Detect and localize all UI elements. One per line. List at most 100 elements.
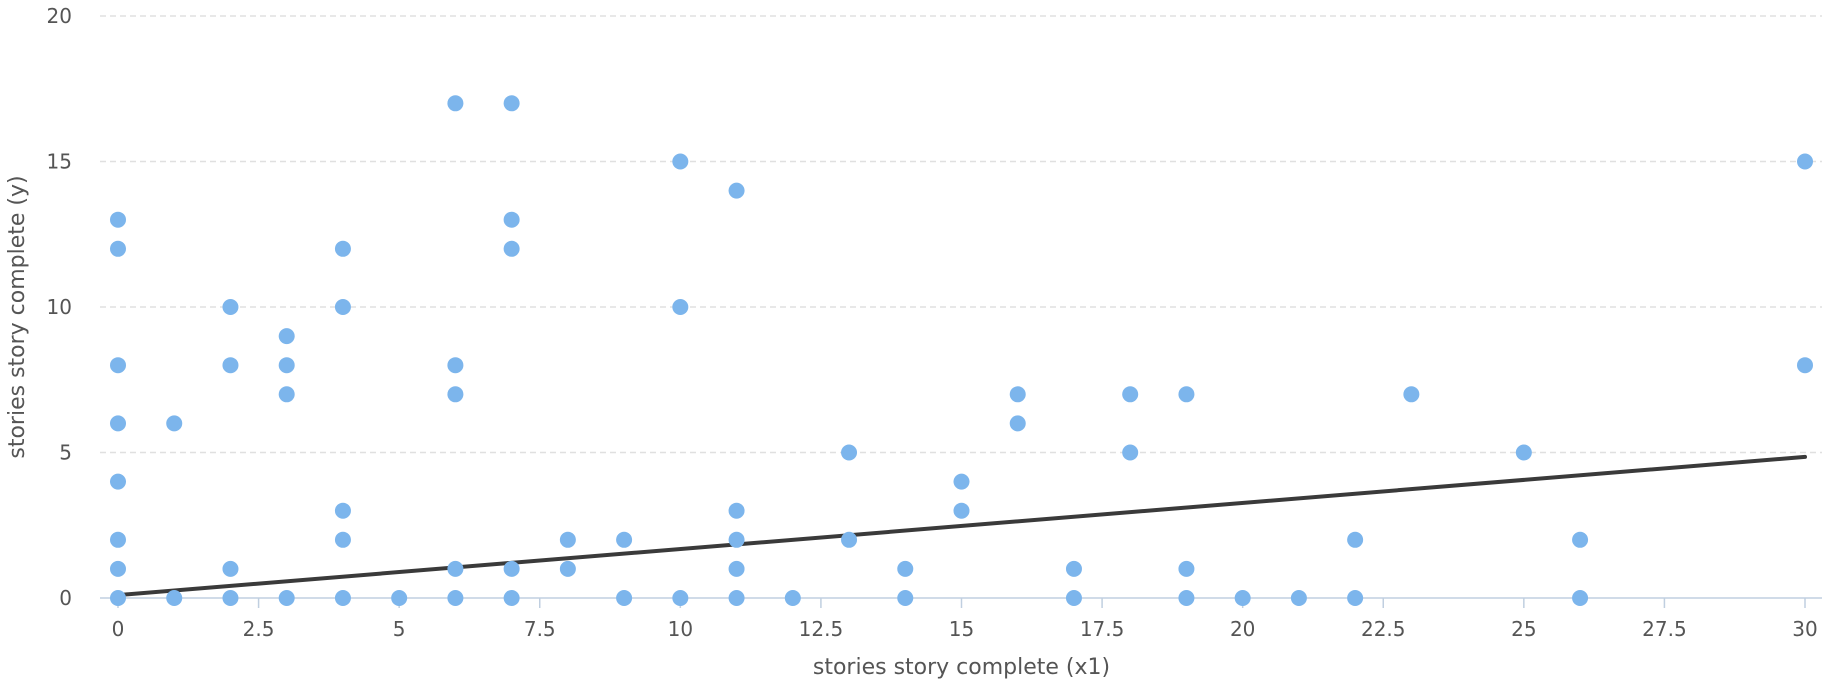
- data-point: [222, 299, 239, 315]
- trend-line-layer: [116, 454, 1807, 598]
- x-tick-label: 20: [1230, 617, 1255, 641]
- data-point: [784, 590, 801, 606]
- data-point: [110, 560, 126, 577]
- data-point: [447, 95, 464, 112]
- data-point: [166, 415, 183, 432]
- data-point: [447, 357, 464, 374]
- data-point: [278, 328, 295, 345]
- data-point: [1009, 386, 1026, 403]
- data-point: [110, 240, 126, 257]
- data-point: [1178, 386, 1195, 403]
- data-point: [1065, 590, 1082, 606]
- data-point: [334, 531, 351, 548]
- data-point: [110, 531, 126, 548]
- data-point: [1403, 386, 1420, 403]
- data-point: [110, 473, 126, 490]
- data-point: [1572, 590, 1589, 606]
- data-point: [222, 590, 239, 606]
- data-point: [110, 357, 126, 374]
- y-tick-label: 20: [47, 4, 72, 28]
- y-tick-label: 5: [59, 441, 72, 465]
- data-point: [953, 473, 970, 490]
- grid-lines: [100, 15, 1822, 454]
- data-point: [278, 357, 295, 374]
- data-point: [447, 386, 464, 403]
- x-tick-label: 5: [393, 617, 406, 641]
- data-point: [503, 560, 520, 577]
- data-point: [1178, 560, 1195, 577]
- data-point: [559, 560, 576, 577]
- data-point: [1347, 531, 1364, 548]
- y-tick-label: 0: [59, 586, 72, 610]
- x-tick-label: 17.5: [1080, 617, 1125, 641]
- data-point: [447, 590, 464, 606]
- data-point: [222, 560, 239, 577]
- x-tick-label: 22.5: [1361, 617, 1406, 641]
- data-point: [841, 444, 858, 461]
- data-point: [334, 502, 351, 519]
- data-point: [278, 590, 295, 606]
- data-point: [1572, 531, 1589, 548]
- data-point: [897, 590, 914, 606]
- x-tick-label: 7.5: [524, 617, 556, 641]
- data-point: [1515, 444, 1532, 461]
- data-point: [1178, 590, 1195, 606]
- data-point: [503, 590, 520, 606]
- x-axis-title: stories story complete (x1): [813, 655, 1110, 680]
- data-point: [166, 590, 183, 606]
- x-tick-label: 27.5: [1642, 617, 1687, 641]
- data-point: [222, 357, 239, 374]
- data-point: [616, 590, 633, 606]
- y-axis-title: stories story complete (y): [5, 175, 30, 458]
- data-point: [841, 531, 858, 548]
- data-point: [897, 560, 914, 577]
- data-point: [1009, 415, 1026, 432]
- data-point: [616, 531, 633, 548]
- data-point: [672, 299, 689, 315]
- data-point: [953, 502, 970, 519]
- y-tick-label: 15: [47, 150, 72, 174]
- x-tick-label: 12.5: [799, 617, 844, 641]
- axes: [100, 597, 1822, 608]
- data-point: [559, 531, 576, 548]
- data-point: [1290, 590, 1307, 606]
- data-point: [728, 531, 745, 548]
- data-point: [672, 153, 689, 170]
- data-point: [503, 211, 520, 228]
- data-point: [672, 590, 689, 606]
- x-tick-label: 10: [668, 617, 693, 641]
- data-point: [278, 386, 295, 403]
- x-tick-label: 0: [112, 617, 125, 641]
- data-point: [334, 590, 351, 606]
- data-point: [1234, 590, 1251, 606]
- data-point: [334, 299, 351, 315]
- labels-layer: stories story complete (x1) stories stor…: [5, 4, 1818, 680]
- data-point: [334, 240, 351, 257]
- data-point: [447, 560, 464, 577]
- x-tick-label: 30: [1792, 617, 1817, 641]
- x-tick-label: 25: [1511, 617, 1536, 641]
- x-tick-label: 2.5: [243, 617, 275, 641]
- data-point: [728, 182, 745, 199]
- data-point: [1065, 560, 1082, 577]
- data-point: [1347, 590, 1364, 606]
- x-tick-label: 15: [949, 617, 974, 641]
- y-tick-label: 10: [47, 295, 72, 319]
- data-point: [1797, 153, 1813, 170]
- data-point: [391, 590, 408, 606]
- data-point: [110, 211, 126, 228]
- trend-line: [116, 454, 1807, 598]
- data-point: [110, 590, 126, 606]
- points-layer: [110, 95, 1813, 606]
- data-point: [728, 502, 745, 519]
- data-point: [728, 590, 745, 606]
- data-point: [503, 95, 520, 112]
- data-point: [1797, 357, 1813, 374]
- data-point: [503, 240, 520, 257]
- data-point: [1122, 386, 1139, 403]
- data-point: [1122, 444, 1139, 461]
- data-point: [728, 560, 745, 577]
- data-point: [110, 415, 126, 432]
